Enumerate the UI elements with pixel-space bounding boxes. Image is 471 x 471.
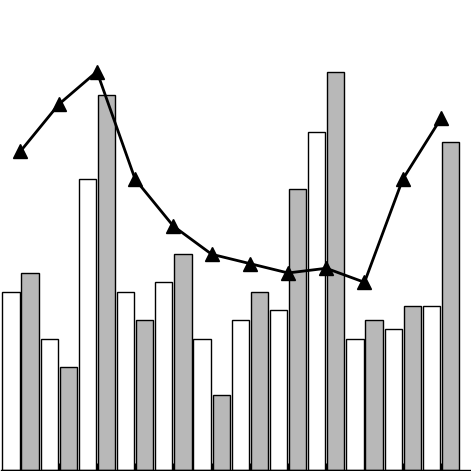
Bar [423, 306, 440, 470]
Bar [22, 273, 39, 470]
Bar [346, 339, 364, 470]
Bar [60, 366, 77, 470]
Bar [308, 132, 325, 470]
Bar [442, 142, 459, 470]
Bar [212, 395, 230, 470]
Bar [404, 306, 421, 470]
Bar [155, 282, 172, 470]
Bar [41, 339, 58, 470]
Bar [79, 179, 96, 470]
Bar [365, 320, 382, 470]
Bar [2, 292, 19, 470]
Bar [232, 320, 249, 470]
Bar [136, 320, 154, 470]
Bar [98, 95, 115, 470]
Bar [117, 292, 134, 470]
Bar [384, 329, 402, 470]
Bar [251, 292, 268, 470]
Bar [194, 339, 211, 470]
Bar [270, 310, 287, 470]
Bar [174, 254, 192, 470]
Bar [327, 72, 344, 470]
Bar [289, 189, 306, 470]
